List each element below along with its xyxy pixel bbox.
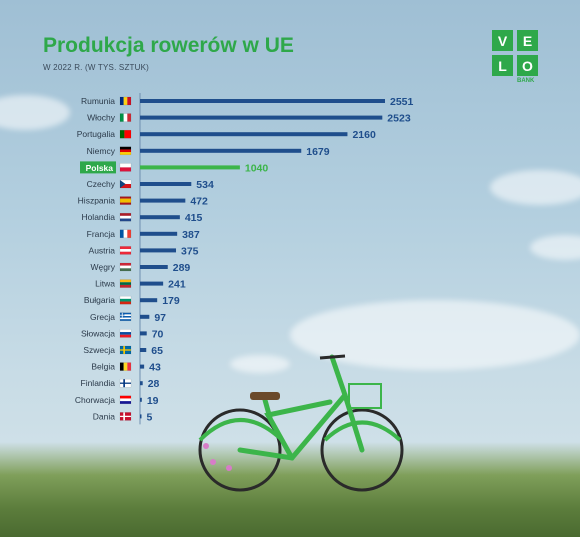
- bar: [140, 314, 150, 319]
- value-label: 65: [151, 345, 163, 357]
- flag-icon: [119, 163, 132, 172]
- bar: [140, 265, 168, 269]
- bar: [140, 165, 240, 170]
- flag-icon: [119, 96, 132, 106]
- category-label: Rumunia: [81, 96, 115, 106]
- category-label: Bułgaria: [84, 295, 115, 305]
- flag-icon: [119, 312, 132, 322]
- value-label: 2160: [352, 129, 376, 141]
- bar: [140, 231, 178, 236]
- value-label: 28: [148, 378, 160, 390]
- category-label: Polska: [86, 163, 114, 173]
- cloud: [230, 355, 290, 373]
- category-label: Finlandia: [81, 378, 116, 388]
- value-label: 415: [185, 212, 203, 224]
- bar: [140, 298, 158, 303]
- value-label: 97: [154, 312, 166, 324]
- category-label: Austria: [89, 245, 116, 255]
- cloud: [490, 170, 580, 205]
- value-label: 179: [162, 295, 180, 307]
- bar: [140, 148, 302, 153]
- value-label: 375: [181, 245, 199, 257]
- value-label: 241: [168, 279, 186, 291]
- category-label: Francja: [87, 229, 116, 239]
- logo-letter: L: [492, 55, 513, 76]
- flag-icon: [119, 412, 132, 421]
- bar: [140, 115, 383, 120]
- bar: [140, 348, 147, 352]
- bar: [140, 132, 348, 137]
- category-label: Portugalia: [77, 129, 116, 139]
- value-label: 387: [182, 229, 200, 241]
- flag-icon: [119, 212, 132, 222]
- value-label: 2551: [390, 96, 414, 108]
- value-label: 2523: [387, 113, 411, 125]
- flag-icon: [119, 345, 132, 355]
- bar: [140, 281, 164, 286]
- bar: [140, 381, 143, 386]
- bar: [140, 99, 385, 103]
- flag-icon: [119, 113, 132, 122]
- logo-letter: O: [517, 55, 538, 76]
- bar: [140, 414, 142, 419]
- value-label: 19: [147, 395, 159, 407]
- bar: [140, 364, 145, 369]
- category-label: Litwa: [95, 279, 115, 289]
- flag-icon: [119, 179, 132, 189]
- category-label: Włochy: [87, 113, 116, 123]
- cloud: [530, 235, 580, 260]
- value-label: 43: [149, 362, 161, 374]
- flag-icon: [119, 229, 132, 239]
- category-label: Niemcy: [87, 146, 116, 156]
- logo-letter: V: [492, 30, 513, 51]
- value-label: 289: [173, 262, 191, 274]
- category-label: Węgry: [90, 262, 115, 272]
- category-label: Chorwacja: [75, 395, 115, 405]
- velo-bank-logo: V E L O BANK: [492, 30, 538, 84]
- chart-title: Produkcja rowerów w UE: [43, 34, 294, 57]
- value-label: 1679: [306, 146, 330, 158]
- bar: [140, 331, 147, 336]
- cloud: [0, 95, 70, 130]
- category-label: Belgia: [91, 362, 115, 372]
- category-label: Holandia: [81, 212, 115, 222]
- category-label: Szwecja: [83, 345, 115, 355]
- flag-icon: [119, 329, 132, 338]
- bar: [140, 248, 177, 253]
- logo-letter: E: [517, 30, 538, 51]
- logo-subtext: BANK: [517, 78, 535, 84]
- flag-icon: [119, 362, 132, 371]
- flag-icon: [119, 295, 132, 305]
- category-label: Hiszpania: [78, 196, 116, 206]
- value-label: 534: [196, 179, 214, 191]
- bicycle-basket: [348, 383, 382, 409]
- chart-subtitle: W 2022 R. (W TYS. SZTUK): [43, 63, 149, 72]
- flag-icon: [119, 395, 132, 405]
- flag-icon: [119, 246, 132, 255]
- bicycle-seat: [250, 392, 280, 400]
- category-label: Słowacja: [81, 328, 115, 338]
- highlight-label-box: [80, 161, 116, 174]
- value-label: 70: [152, 328, 164, 340]
- flag-icon: [119, 262, 132, 272]
- bar: [140, 198, 186, 203]
- cloud: [290, 300, 580, 370]
- bar: [140, 397, 142, 402]
- category-label: Grecja: [90, 312, 115, 322]
- flag-icon: [119, 129, 132, 139]
- flag-icon: [119, 146, 132, 156]
- category-label: Dania: [93, 411, 115, 421]
- value-label: 5: [147, 411, 153, 423]
- flag-icon: [119, 196, 132, 205]
- flag-icon: [119, 279, 132, 288]
- value-label: 1040: [245, 162, 269, 174]
- value-label: 472: [190, 196, 208, 208]
- category-label: Czechy: [87, 179, 116, 189]
- bar: [140, 215, 180, 220]
- bar: [140, 182, 192, 186]
- flag-icon: [119, 378, 132, 388]
